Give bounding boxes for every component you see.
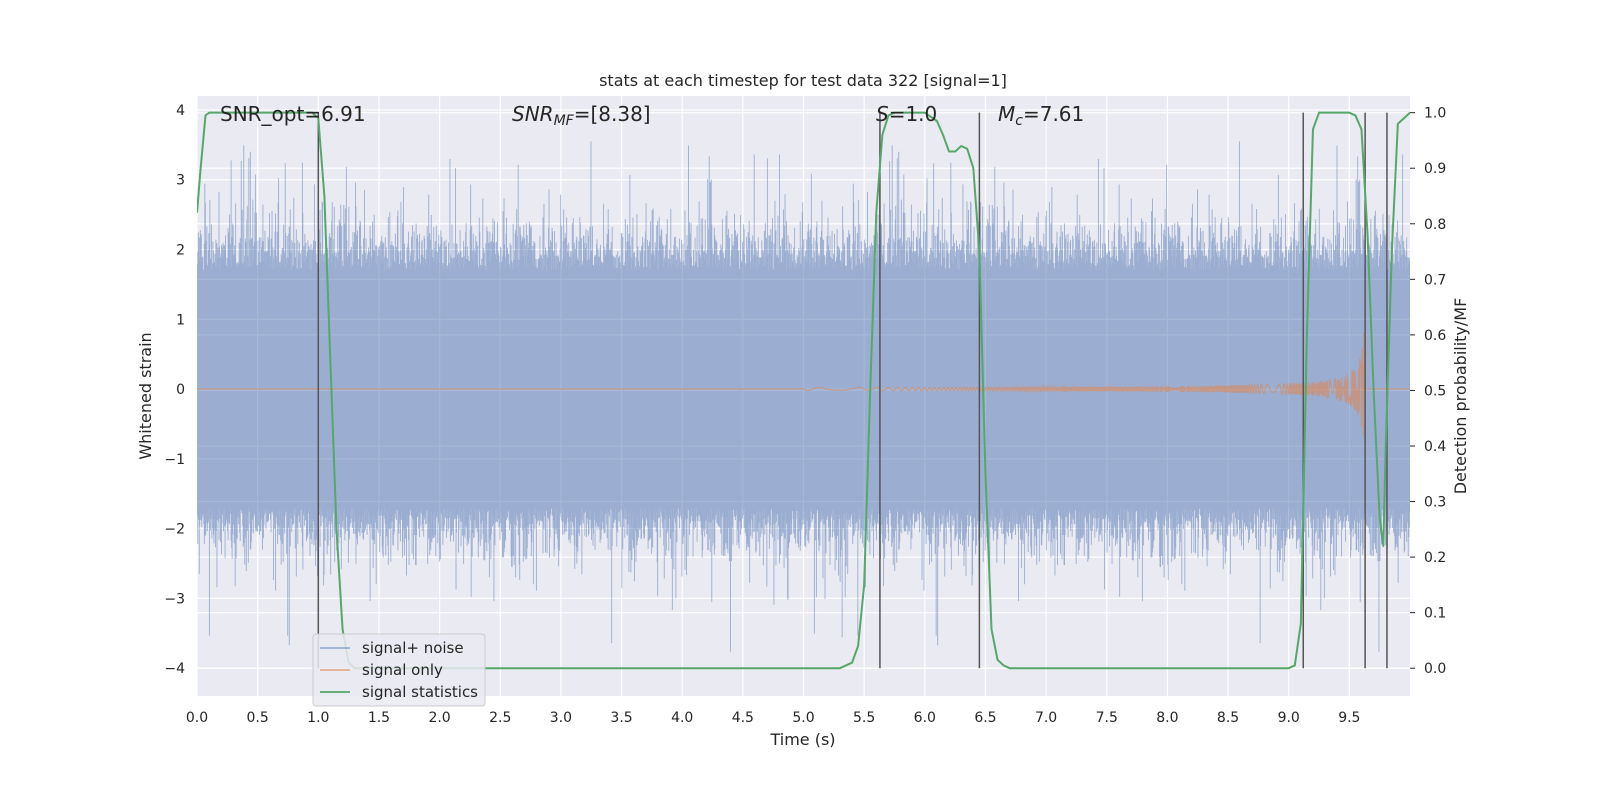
legend-label-signal-plus-noise: signal+ noise (362, 639, 464, 657)
x-tick-label: 1.0 (307, 710, 329, 726)
y-tick-label-right: 0.8 (1424, 217, 1446, 233)
x-tick-label: 2.0 (428, 710, 450, 726)
y-tick-label-right: 0.9 (1424, 161, 1446, 177)
annotation-mc: Mc=7.61 (998, 102, 1084, 129)
x-tick-label: 1.5 (368, 710, 390, 726)
annotation-mc-sub: c (1015, 113, 1023, 129)
annotation-snr-mf: SNRMF=[8.38] (512, 102, 651, 129)
x-tick-label: 0.5 (247, 710, 269, 726)
annotation-mc-base: M (998, 102, 1015, 126)
y-axis-ticks-left: 4 3 2 1 0 −1 −2 −3 −4 (164, 103, 185, 677)
y-tick-label-right: 0.7 (1424, 272, 1446, 288)
x-tick-label: 5.0 (792, 710, 814, 726)
annotation-s-value: =1.0 (889, 102, 938, 126)
y-tick-label: −3 (164, 591, 185, 607)
y-tick-label-right: 1.0 (1424, 106, 1446, 122)
x-tick-label: 2.5 (489, 710, 511, 726)
legend-box (312, 633, 486, 707)
x-tick-label: 8.5 (1217, 710, 1239, 726)
series-signal-only (197, 332, 1410, 438)
x-axis-label: Time (s) (769, 730, 835, 749)
x-tick-label: 4.0 (671, 710, 693, 726)
x-tick-label: 3.5 (610, 710, 632, 726)
y-tick-label-right: 0.0 (1424, 661, 1446, 677)
chart-title: stats at each timestep for test data 322… (599, 71, 1007, 90)
x-axis-ticks: 0.0 0.5 1.0 1.5 2.0 2.5 3.0 3.5 4.0 4.5 5.0 5.5 6.0 6… (186, 710, 1361, 726)
y-tick-label-right: 0.6 (1424, 328, 1446, 344)
x-tick-label: 9.0 (1278, 710, 1300, 726)
x-tick-label: 3.0 (550, 710, 572, 726)
series-signal-statistics (197, 111, 1410, 670)
y-tick-label-right: 0.1 (1424, 606, 1446, 622)
x-tick-label: 6.5 (974, 710, 996, 726)
legend-label-signal-only: signal only (362, 661, 443, 679)
y-tick-label: 2 (176, 242, 185, 258)
x-tick-label: 6.0 (914, 710, 936, 726)
y-tick-label: −2 (164, 522, 185, 538)
y-tick-label-right: 0.4 (1424, 439, 1446, 455)
x-tick-label: 0.0 (186, 710, 208, 726)
annotation-snr-mf-sub: MF (554, 113, 575, 129)
signal-only-trace (197, 332, 1410, 438)
y-axis-label-right: Detection probability/MF (1451, 298, 1470, 495)
legend-label-signal-statistics: signal statistics (362, 683, 478, 701)
annotation-snr-mf-value: =[8.38] (574, 102, 651, 126)
y-tick-label: 0 (176, 382, 185, 398)
annotation-snr-opt: SNR_opt=6.91 (220, 102, 366, 126)
y-axis-ticks-right: 1.0 0.9 0.8 0.7 0.6 0.5 0.4 0.3 0.2 0.1 0.0 (1410, 106, 1446, 677)
annotation-s-base: S (876, 102, 889, 126)
x-tick-label: 7.5 (1096, 710, 1118, 726)
y-tick-label: −4 (164, 661, 185, 677)
y-tick-label-right: 0.3 (1424, 495, 1446, 511)
y-tick-label-right: 0.5 (1424, 383, 1446, 399)
x-tick-label: 4.5 (732, 710, 754, 726)
x-tick-label: 5.5 (853, 710, 875, 726)
y-axis-label-left: Whitened strain (136, 332, 155, 459)
y-tick-label: 3 (176, 173, 185, 189)
x-tick-label: 8.0 (1156, 710, 1178, 726)
legend: signal+ noise signal only signal statist… (312, 633, 486, 707)
signal-statistics-line (197, 111, 1410, 670)
y-tick-label: −1 (164, 452, 185, 468)
x-tick-label: 7.0 (1035, 710, 1057, 726)
y-tick-label: 1 (176, 312, 185, 328)
y-tick-label: 4 (176, 103, 185, 119)
y-tick-label-right: 0.2 (1424, 550, 1446, 566)
annotation-snr-mf-base: SNR (512, 102, 554, 126)
annotation-mc-value: =7.61 (1023, 102, 1084, 126)
x-tick-label: 9.5 (1338, 710, 1360, 726)
annotation-s: S=1.0 (876, 102, 937, 126)
